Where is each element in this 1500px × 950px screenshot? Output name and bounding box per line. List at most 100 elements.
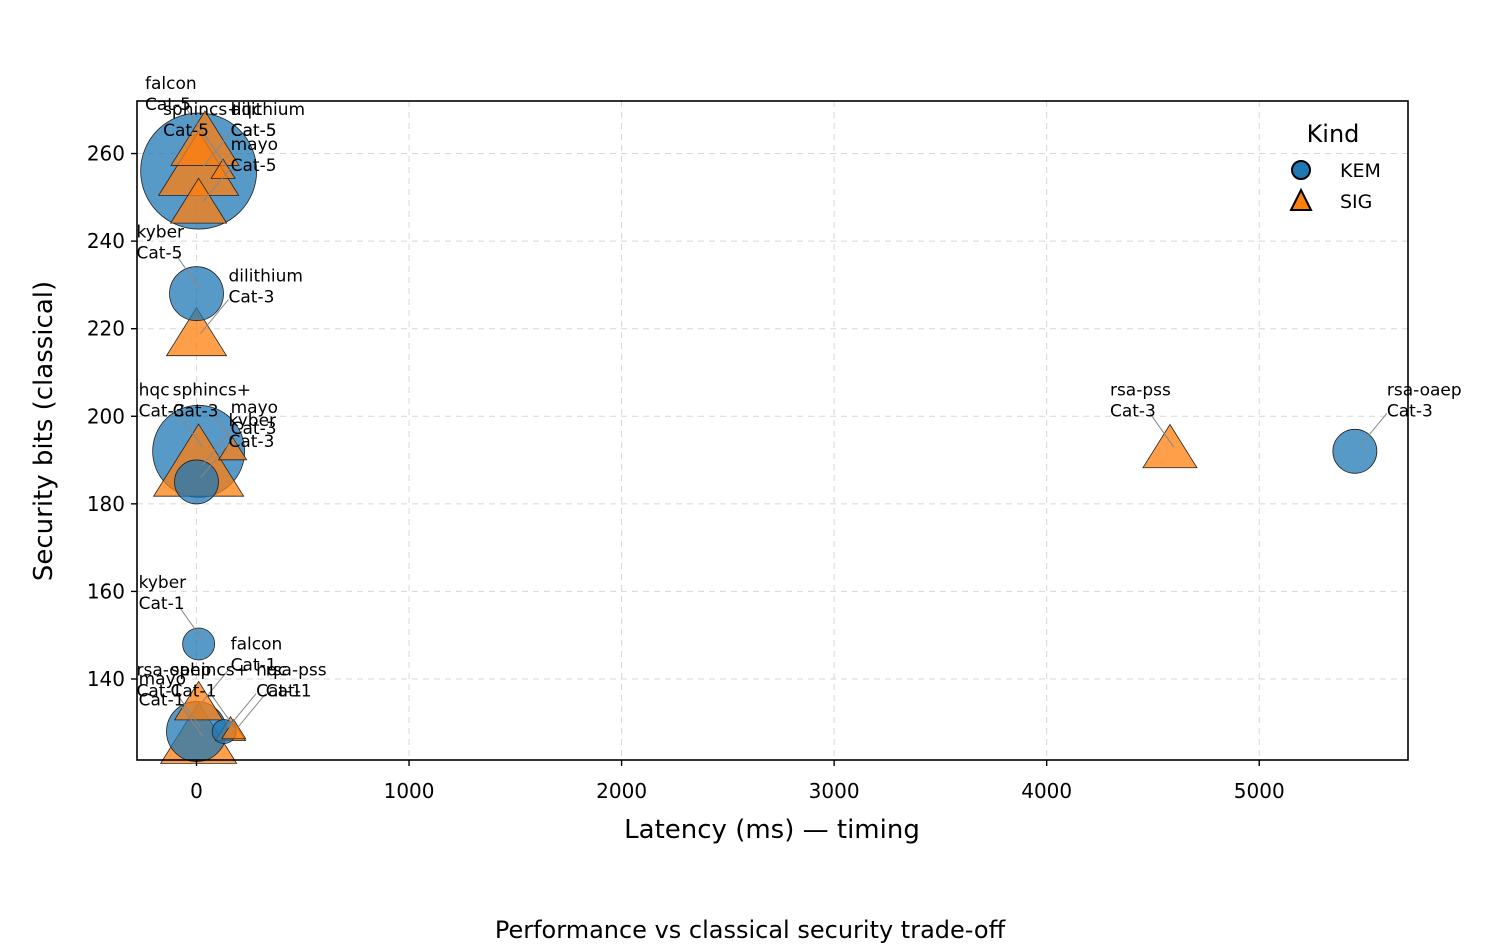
point-label-name: dilithium xyxy=(231,100,305,120)
point-label-category: Cat-1 xyxy=(266,682,312,702)
x-tick-label: 2000 xyxy=(596,779,647,803)
grid-lines xyxy=(137,101,1408,760)
point-label-name: falcon xyxy=(145,74,197,94)
point-label-name: sphincs+ xyxy=(163,100,241,120)
point-label-category: Cat-3 xyxy=(139,401,185,421)
y-axis-title: Security bits (classical) xyxy=(29,281,59,581)
point-label-name: kyber xyxy=(139,573,187,593)
point-label-name: hqc xyxy=(231,100,262,120)
leader-line xyxy=(200,299,229,334)
point-label-name: falcon xyxy=(231,634,283,654)
point-label-name: kyber xyxy=(229,411,277,431)
point-label-name: hqc xyxy=(256,661,287,681)
leader-line xyxy=(227,693,257,728)
point-label-category: Cat-3 xyxy=(229,287,275,307)
point-label-name: dilithium xyxy=(229,266,303,286)
point-label-name: mayo xyxy=(139,669,186,689)
point-label-name: sphincs+ xyxy=(173,380,251,400)
legend: Kind KEM SIG xyxy=(1289,120,1381,213)
point-label-category: Cat-1 xyxy=(139,690,185,710)
point-label-name: hqc xyxy=(139,380,170,400)
x-axis-ticks: 0 1000 2000 3000 4000 5000 xyxy=(190,760,1285,803)
leader-line xyxy=(210,693,235,728)
leader-line xyxy=(178,605,204,641)
sig-point xyxy=(220,718,247,740)
y-tick-label: 200 xyxy=(87,404,125,428)
plot-frame xyxy=(136,100,1409,761)
point-label-category: Cat-3 xyxy=(1387,401,1433,421)
point-label-name: kyber xyxy=(137,223,185,243)
point-label-category: Cat-3 xyxy=(1110,401,1156,421)
sig-point xyxy=(210,158,236,179)
sig-point xyxy=(1142,423,1198,469)
y-tick-label: 160 xyxy=(87,579,125,603)
legend-kem-label: KEM xyxy=(1340,160,1381,182)
label-leader-lines xyxy=(176,106,1388,737)
leader-line xyxy=(202,666,232,702)
leader-line xyxy=(176,693,201,728)
y-tick-label: 140 xyxy=(87,667,125,691)
y-tick-label: 180 xyxy=(87,492,125,516)
point-label-category: Cat-5 xyxy=(137,244,183,264)
point-label-category: Cat-1 xyxy=(256,682,302,702)
point-label-category: Cat-5 xyxy=(231,121,277,141)
leader-line xyxy=(202,167,232,203)
x-tick-label: 1000 xyxy=(384,779,435,803)
leader-line xyxy=(200,443,229,479)
x-axis-title: Latency (ms) — timing xyxy=(624,815,920,845)
sig-point xyxy=(173,680,224,721)
sig-point xyxy=(169,177,228,224)
data-points xyxy=(140,110,1378,764)
leader-line xyxy=(178,413,204,448)
point-label-name: rsa-pss xyxy=(266,661,327,681)
point-label-category: Cat-3 xyxy=(229,432,275,452)
y-tick-label: 240 xyxy=(87,229,125,253)
x-tick-label: 3000 xyxy=(809,779,860,803)
legend-sig-label: SIG xyxy=(1340,191,1372,213)
point-label-name: rsa-pss xyxy=(1110,380,1171,400)
point-label-category: Cat-1 xyxy=(139,594,185,614)
sig-point xyxy=(170,110,240,166)
kem-point xyxy=(182,627,216,661)
point-label-category: Cat-3 xyxy=(173,401,219,421)
point-label-name: mayo xyxy=(231,135,278,155)
leader-line xyxy=(237,693,267,728)
sig-point xyxy=(217,436,248,461)
legend-sig-marker xyxy=(1289,187,1313,211)
point-label-category: Cat-1 xyxy=(231,655,277,675)
legend-kem-marker xyxy=(1291,160,1311,180)
leader-line xyxy=(1358,412,1388,448)
kem-point xyxy=(174,459,219,505)
point-label-category: Cat-1 xyxy=(171,682,217,702)
figure-caption: Performance vs classical security trade-… xyxy=(495,916,1006,944)
point-label-category: Cat-3 xyxy=(231,419,277,439)
kem-point xyxy=(169,266,224,322)
point-label-name: sphincs+ xyxy=(171,661,249,681)
leader-line xyxy=(202,132,232,168)
legend-title: Kind xyxy=(1307,120,1360,148)
x-tick-label: 5000 xyxy=(1234,779,1285,803)
kem-point xyxy=(1332,428,1378,474)
point-label-category: Cat-1 xyxy=(137,682,183,702)
point-label-category: Cat-5 xyxy=(163,121,209,141)
y-tick-label: 220 xyxy=(87,317,125,341)
x-tick-label: 0 xyxy=(190,779,203,803)
leader-line xyxy=(202,430,232,466)
leader-line xyxy=(1149,413,1175,448)
leader-line xyxy=(212,413,238,448)
y-axis-ticks: 140 160 180 200 220 240 260 xyxy=(87,142,137,691)
point-label-name: mayo xyxy=(231,398,278,418)
point-label-category: Cat-5 xyxy=(231,121,277,141)
x-tick-label: 4000 xyxy=(1021,779,1072,803)
leader-line xyxy=(202,132,228,168)
point-label-name: rsa-oaep xyxy=(137,661,212,681)
y-tick-label: 260 xyxy=(87,142,125,166)
leader-line xyxy=(176,255,201,290)
sig-point xyxy=(165,306,228,357)
leader-line xyxy=(178,702,204,737)
point-label-category: Cat-5 xyxy=(145,95,191,115)
point-label-category: Cat-5 xyxy=(231,156,277,176)
point-label-name: rsa-oaep xyxy=(1387,380,1462,400)
